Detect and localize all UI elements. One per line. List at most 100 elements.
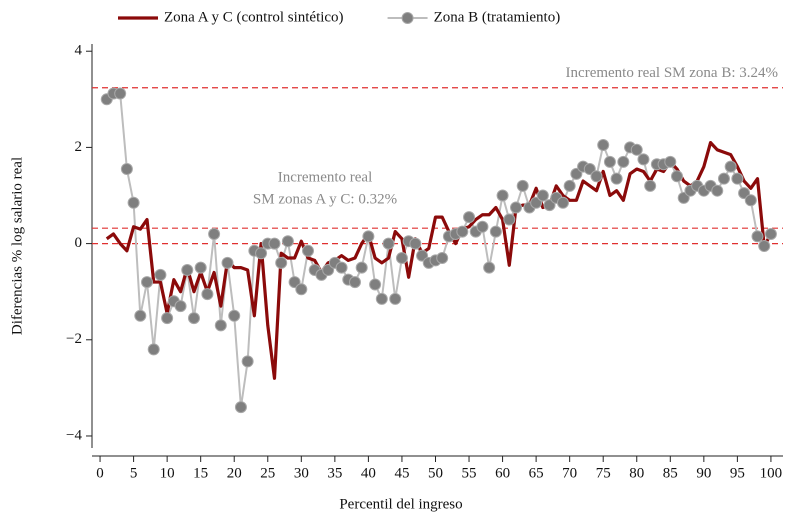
marker bbox=[603, 155, 616, 168]
marker bbox=[717, 172, 730, 185]
marker bbox=[161, 312, 174, 325]
marker bbox=[348, 276, 361, 289]
marker bbox=[751, 230, 764, 243]
x-tick-label: 0 bbox=[96, 465, 104, 481]
x-tick-label: 35 bbox=[327, 465, 342, 481]
marker bbox=[255, 247, 268, 260]
marker bbox=[375, 292, 388, 305]
x-tick-label: 70 bbox=[562, 465, 577, 481]
y-tick-label: 4 bbox=[75, 43, 83, 59]
marker bbox=[463, 211, 476, 224]
marker bbox=[234, 401, 247, 414]
x-tick-label: 45 bbox=[394, 465, 409, 481]
x-tick-label: 80 bbox=[629, 465, 644, 481]
marker bbox=[509, 201, 522, 214]
marker bbox=[764, 227, 777, 240]
y-tick-label: −2 bbox=[66, 331, 82, 347]
marker bbox=[194, 261, 207, 274]
x-tick-label: 40 bbox=[361, 465, 376, 481]
marker bbox=[355, 261, 368, 274]
marker bbox=[610, 172, 623, 185]
marker bbox=[114, 87, 127, 100]
marker bbox=[483, 261, 496, 274]
marker bbox=[409, 237, 422, 250]
x-axis-label: Percentil del ingreso bbox=[339, 496, 462, 512]
x-tick-label: 5 bbox=[130, 465, 138, 481]
x-tick-label: 100 bbox=[760, 465, 783, 481]
marker bbox=[369, 278, 382, 291]
marker bbox=[120, 163, 133, 176]
series-line bbox=[105, 141, 773, 380]
x-tick-label: 60 bbox=[495, 465, 510, 481]
marker bbox=[187, 312, 200, 325]
marker bbox=[127, 196, 140, 209]
marker bbox=[664, 155, 677, 168]
marker bbox=[630, 143, 643, 156]
x-tick-label: 50 bbox=[428, 465, 443, 481]
marker bbox=[744, 194, 757, 207]
series-line bbox=[106, 92, 772, 409]
y-tick-label: 0 bbox=[75, 235, 83, 251]
y-tick-label: −4 bbox=[66, 427, 82, 443]
x-tick-label: 55 bbox=[462, 465, 477, 481]
marker bbox=[241, 355, 254, 368]
y-axis-label: Diferencias % log salario real bbox=[9, 157, 25, 335]
marker bbox=[208, 227, 221, 240]
marker bbox=[758, 240, 771, 252]
marker bbox=[644, 179, 657, 192]
marker bbox=[637, 153, 650, 166]
marker bbox=[590, 170, 603, 183]
marker bbox=[617, 155, 630, 168]
marker bbox=[711, 184, 724, 197]
annotation: SM zonas A y C: 0.32% bbox=[253, 192, 397, 208]
x-tick-label: 25 bbox=[260, 465, 275, 481]
marker bbox=[201, 288, 214, 301]
x-tick-label: 10 bbox=[160, 465, 175, 481]
legend-label: Zona B (tratamiento) bbox=[434, 9, 561, 25]
marker bbox=[597, 139, 610, 151]
marker bbox=[496, 189, 509, 202]
x-tick-label: 95 bbox=[730, 465, 745, 481]
marker bbox=[268, 237, 281, 250]
marker bbox=[671, 170, 684, 183]
marker bbox=[556, 196, 569, 209]
marker bbox=[476, 220, 489, 233]
marker bbox=[181, 264, 194, 277]
x-tick-label: 30 bbox=[294, 465, 309, 481]
marker bbox=[154, 268, 167, 281]
marker bbox=[302, 244, 315, 257]
marker bbox=[389, 292, 402, 305]
x-tick-label: 90 bbox=[696, 465, 711, 481]
marker bbox=[456, 225, 469, 238]
marker bbox=[275, 256, 288, 269]
marker bbox=[563, 179, 576, 192]
annotation: Incremento real SM zona B: 3.24% bbox=[566, 65, 778, 81]
marker bbox=[516, 179, 529, 192]
marker bbox=[295, 283, 308, 296]
marker bbox=[436, 252, 449, 265]
marker bbox=[134, 309, 147, 322]
marker bbox=[489, 225, 502, 238]
marker bbox=[147, 343, 160, 356]
x-tick-label: 15 bbox=[193, 465, 208, 481]
legend-label: Zona A y C (control sintético) bbox=[164, 9, 344, 25]
x-tick-label: 20 bbox=[227, 465, 242, 481]
annotation: Incremento real bbox=[278, 170, 373, 186]
marker bbox=[281, 235, 294, 248]
marker bbox=[724, 160, 737, 173]
marker bbox=[503, 213, 516, 226]
marker bbox=[228, 309, 241, 322]
x-tick-label: 75 bbox=[596, 465, 611, 481]
marker bbox=[141, 276, 154, 289]
marker bbox=[382, 237, 395, 250]
marker bbox=[362, 230, 375, 243]
marker bbox=[221, 256, 234, 269]
legend-marker bbox=[401, 12, 414, 24]
marker bbox=[335, 261, 348, 274]
marker bbox=[536, 189, 549, 202]
marker bbox=[214, 319, 227, 332]
marker bbox=[731, 172, 744, 185]
marker bbox=[174, 300, 187, 313]
x-tick-label: 85 bbox=[663, 465, 678, 481]
